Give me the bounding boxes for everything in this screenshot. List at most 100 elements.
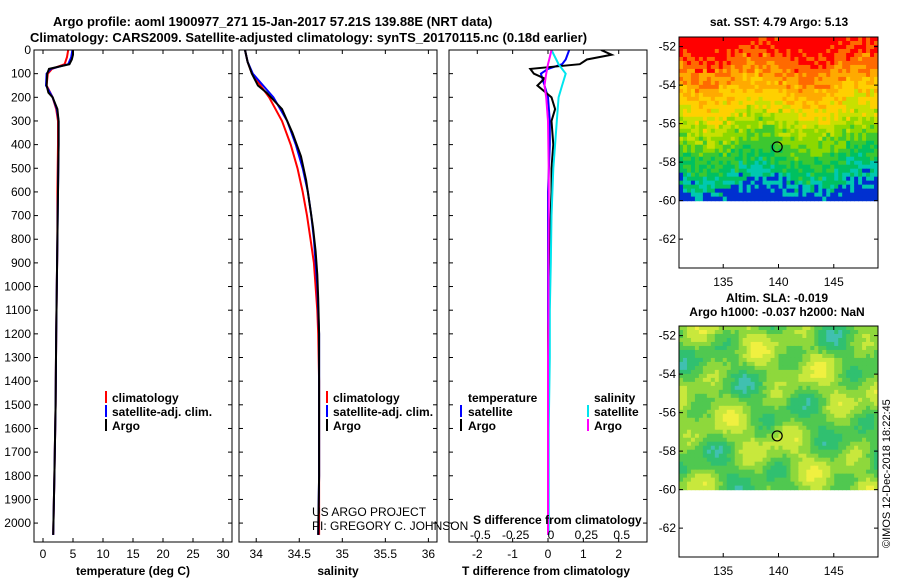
- map-cell: [706, 401, 712, 407]
- map-cell: [734, 465, 740, 471]
- map-cell: [734, 180, 740, 186]
- map-cell: [810, 365, 815, 371]
- map-cell: [694, 465, 700, 471]
- map-cell: [774, 92, 780, 98]
- map-cell: [850, 341, 855, 347]
- map-cell: [862, 473, 867, 479]
- map-cell: [874, 485, 878, 491]
- map-cell: [686, 409, 692, 415]
- map-cell: [802, 52, 807, 58]
- map-cell: [758, 144, 764, 150]
- map-cell: [862, 405, 867, 411]
- map-cell: [750, 437, 756, 443]
- map-cell: [790, 168, 796, 174]
- map-cell: [834, 357, 839, 363]
- map-cell: [730, 481, 736, 487]
- map-cell: [850, 401, 855, 407]
- map-cell: [710, 445, 716, 451]
- map-cell: [818, 361, 823, 367]
- map-cell: [714, 192, 720, 198]
- map-cell: [810, 441, 815, 447]
- map-cell: [726, 329, 732, 335]
- map-cell: [774, 421, 780, 427]
- map-cell: [830, 465, 835, 471]
- map-cell: [866, 326, 871, 331]
- map-cell: [842, 44, 847, 50]
- y-tick-label: 2000: [4, 516, 31, 530]
- map-cell: [822, 477, 827, 483]
- map-cell: [822, 481, 827, 487]
- map-cell: [854, 80, 859, 86]
- map-cell: [846, 421, 851, 427]
- map-cell: [770, 349, 776, 355]
- map-cell: [734, 485, 740, 491]
- map-cell: [714, 449, 720, 455]
- map-cell: [870, 365, 875, 371]
- map-cell: [770, 168, 776, 174]
- map-cell: [866, 88, 871, 94]
- map-cell: [842, 160, 847, 166]
- map-cell: [714, 437, 720, 443]
- map-cell: [686, 397, 692, 403]
- map-cell: [710, 365, 716, 371]
- map-cell: [866, 172, 871, 178]
- map-cell: [730, 421, 736, 427]
- map-cell: [778, 160, 784, 166]
- map-cell: [686, 481, 692, 487]
- map-cell: [754, 156, 760, 162]
- map-cell: [838, 425, 843, 431]
- map-cell: [774, 136, 780, 142]
- map-cell: [726, 76, 732, 82]
- map-cell: [842, 409, 847, 415]
- map-cell: [734, 64, 740, 70]
- map-cell: [810, 381, 815, 387]
- legend-t-satellite: satellite: [468, 405, 513, 419]
- map-cell: [694, 108, 700, 114]
- map-cell: [710, 381, 716, 387]
- map-cell: [686, 160, 692, 166]
- map-cell: [802, 445, 807, 451]
- map-cell: [730, 333, 736, 339]
- map-cell: [706, 345, 712, 351]
- map-cell: [822, 152, 827, 158]
- map-cell: [690, 421, 696, 427]
- map-cell: [706, 329, 712, 335]
- map-cell: [742, 48, 748, 54]
- map-cell: [870, 148, 875, 154]
- map-cell: [770, 160, 776, 166]
- map-cell: [770, 196, 776, 202]
- map-cell: [758, 196, 764, 202]
- x-tick-label: 35: [336, 547, 350, 561]
- map-cell: [806, 393, 811, 399]
- map-cell: [734, 405, 740, 411]
- map-cell: [726, 473, 732, 479]
- map-cell: [842, 100, 847, 106]
- map-cell: [730, 381, 736, 387]
- map-cell: [762, 326, 768, 331]
- map-cell: [846, 140, 851, 146]
- map-cell: [754, 377, 760, 383]
- map-cell: [714, 68, 720, 74]
- map-cell: [786, 477, 792, 483]
- map-cell: [802, 345, 807, 351]
- map-cell: [742, 441, 748, 447]
- map-cell: [782, 148, 788, 154]
- map-cell: [870, 116, 875, 122]
- map-cell: [702, 445, 708, 451]
- map-cell: [874, 68, 878, 74]
- map-cell: [754, 152, 760, 158]
- map-cell: [802, 56, 807, 62]
- map-cell: [690, 104, 696, 110]
- map-cell: [710, 337, 716, 343]
- map-cell: [718, 329, 724, 335]
- map-cell: [762, 429, 768, 435]
- map-cell: [766, 365, 772, 371]
- map-cell: [866, 128, 871, 134]
- temperature-legend-climatology: climatology: [112, 391, 179, 405]
- map-cell: [834, 433, 839, 439]
- map-cell: [694, 469, 700, 475]
- map-cell: [686, 104, 692, 110]
- map-cell: [726, 397, 732, 403]
- map-cell: [854, 152, 859, 158]
